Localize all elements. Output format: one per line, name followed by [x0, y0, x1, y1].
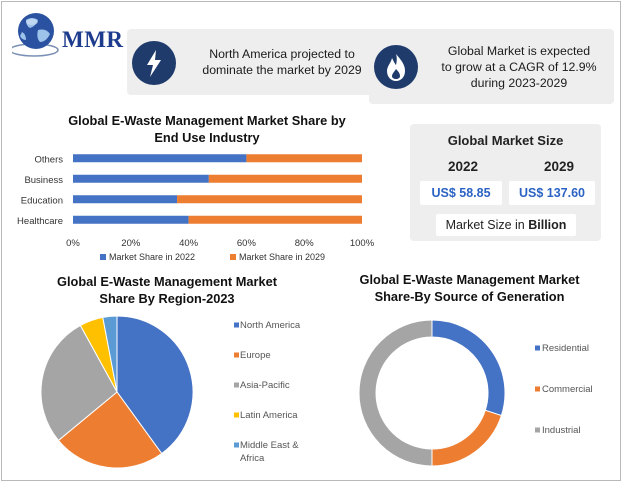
highlight-2-line-3: during 2023-2029	[470, 76, 568, 90]
pie-legend-swatch-4	[234, 442, 239, 448]
logo-text: MMR	[62, 27, 124, 52]
x-tick-label-4: 80%	[295, 238, 315, 249]
bar-chart-title: Global E-Waste Management Market Share b…	[22, 112, 392, 146]
x-tick-label-5: 100%	[350, 238, 375, 249]
region-pie-chart: North America Europe Asia-Pacific Latin Ame…	[40, 315, 301, 469]
region-chart-title: Global E-Waste Management Market Share B…	[22, 273, 312, 307]
bar-chart-title-line-1: Global E-Waste Management Market Share b…	[68, 113, 346, 128]
highlight-north-america: North America projected to dominate the …	[127, 29, 383, 95]
bar-0-0	[73, 154, 247, 163]
market-size-value-1: US$ 58.85	[420, 181, 502, 205]
pie-legend-swatch-3	[234, 412, 239, 418]
pie-slice-2	[40, 324, 118, 442]
pie-legend-label-2: Asia-Pacific	[240, 380, 290, 391]
market-size-year-2: 2029	[544, 159, 575, 174]
category-label-0: Others	[34, 154, 63, 165]
market-size-note-prefix: Market Size in	[445, 218, 529, 232]
bar-1-2	[177, 195, 362, 204]
x-tick-label-2: 40%	[179, 238, 199, 249]
category-label-1: Business	[24, 175, 63, 186]
market-size-note-unit: Billion	[528, 218, 567, 232]
pie-slice-0	[116, 315, 194, 455]
bar-0-1	[73, 174, 209, 183]
pie-legend-label-0: North America	[240, 320, 301, 331]
x-tick-label-1: 20%	[121, 238, 141, 249]
highlight-1-line-2: dominate the market by 2029	[202, 63, 362, 77]
flame-icon	[374, 45, 418, 89]
legend-label-1: Market Share in 2029	[239, 252, 325, 262]
category-label-2: Education	[21, 195, 63, 206]
bar-0-3	[73, 215, 189, 224]
donut-legend-swatch-1	[535, 386, 540, 392]
source-chart-title-line-1: Global E-Waste Management Market	[359, 272, 580, 287]
pie-legend-label-1: Europe	[240, 350, 271, 361]
market-size-card: Global Market Size 2022 2029 US$ 58.85 U…	[410, 124, 601, 241]
region-chart-title-line-1: Global E-Waste Management Market	[57, 274, 277, 289]
highlight-cagr: Global Market is expected to grow at a C…	[369, 29, 614, 104]
bar-1-0	[246, 154, 362, 163]
pie-legend-label-4: Middle East &	[240, 440, 299, 451]
donut-slice-0	[431, 319, 506, 417]
pie-slice-4	[102, 315, 118, 393]
bar-chart-title-line-2: End Use Industry	[154, 130, 260, 145]
legend-swatch-0	[100, 254, 106, 260]
globe-icon	[9, 13, 59, 57]
bar-0-2	[73, 195, 178, 204]
donut-legend-swatch-2	[535, 427, 540, 433]
source-chart-title-line-2: Share-By Source of Generation	[374, 289, 565, 304]
bar-1-3	[188, 215, 362, 224]
pie-legend-swatch-2	[234, 382, 239, 388]
market-size-value-2: US$ 137.60	[509, 181, 595, 205]
bar-1-1	[208, 174, 362, 183]
legend-label-0: Market Share in 2022	[109, 252, 195, 262]
pie-slice-1	[57, 391, 163, 469]
highlight-2-line-1: Global Market is expected	[447, 44, 591, 58]
lightning-icon	[132, 41, 176, 85]
x-tick-label-0: 0%	[66, 238, 80, 249]
legend-swatch-1	[230, 254, 236, 260]
donut-legend-label-1: Commercial	[542, 384, 593, 395]
donut-legend-swatch-0	[535, 345, 540, 351]
x-tick-label-3: 60%	[237, 238, 257, 249]
pie-legend-swatch-0	[234, 322, 239, 328]
donut-legend-label-0: Residential	[542, 343, 589, 354]
mmr-logo: MMR	[9, 10, 124, 60]
pie-legend-label-3: Latin America	[240, 410, 298, 421]
market-size-title: Global Market Size	[447, 133, 564, 148]
source-chart-title: Global E-Waste Management Market Share-B…	[332, 271, 607, 305]
highlight-2-line-2: to grow at a CAGR of 12.9%	[441, 60, 597, 74]
donut-slice-1	[431, 409, 503, 467]
donut-slice-2	[358, 319, 433, 467]
source-donut-chart: Residential Commercial Industrial	[358, 319, 593, 467]
pie-legend-swatch-1	[234, 352, 239, 358]
category-label-3: Healthcare	[17, 216, 63, 227]
donut-legend-label-2: Industrial	[542, 425, 581, 436]
market-size-note: Market Size in Billion	[436, 214, 576, 236]
highlight-1-line-1: North America projected to	[209, 47, 355, 61]
region-chart-title-line-2: Share By Region-2023	[99, 291, 235, 306]
pie-legend-label-4-line-1: Africa	[240, 453, 265, 464]
market-size-year-1: 2022	[448, 159, 479, 174]
